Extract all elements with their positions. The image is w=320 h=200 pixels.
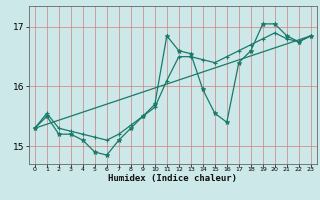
X-axis label: Humidex (Indice chaleur): Humidex (Indice chaleur) xyxy=(108,174,237,183)
